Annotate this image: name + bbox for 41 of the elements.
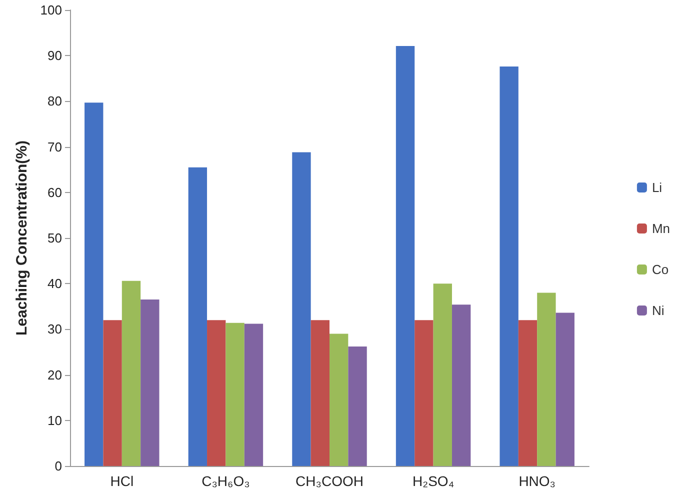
bar [140,300,160,466]
bar [188,167,208,466]
legend-label: Co [652,262,669,277]
y-tick-label: 50 [48,230,62,246]
bar [500,66,518,466]
bar [244,324,264,466]
y-tick-label: 100 [40,2,62,18]
bar [330,334,348,466]
bar [452,304,471,466]
bar [556,312,574,466]
y-tick-label: 80 [48,94,62,109]
y-tick-label: 30 [48,322,62,337]
bar [226,322,244,466]
x-tick-label: HCl [110,473,134,489]
bar [122,280,141,466]
legend-label: Mn [652,221,670,236]
bar [310,320,330,466]
y-tick-label: 10 [48,412,62,428]
bar [84,102,104,466]
bar [103,320,122,466]
bar [348,346,367,466]
legend-label: Ni [652,303,664,318]
x-tick-label: HNO₃ [518,473,556,489]
bar [396,46,415,466]
y-tick-label: 0 [54,458,62,474]
bar [207,320,226,466]
x-tick-label: H₂SO₄ [412,473,454,489]
bar [518,320,538,466]
bar [537,292,556,466]
x-tick-label: CH₃COOH [296,473,364,489]
legend-label: Li [652,180,662,195]
bar [414,320,434,466]
y-axis-title: Leaching Concentration(%) [13,140,30,336]
y-tick-label: 60 [48,184,62,200]
bar [292,152,311,466]
x-tick-label: C₃H₆O₃ [202,473,250,489]
y-tick-label: 20 [48,367,62,382]
y-tick-label: 70 [48,139,62,154]
y-tick-label: 90 [48,48,62,64]
bar [433,284,452,466]
y-tick-label: 40 [48,276,62,292]
